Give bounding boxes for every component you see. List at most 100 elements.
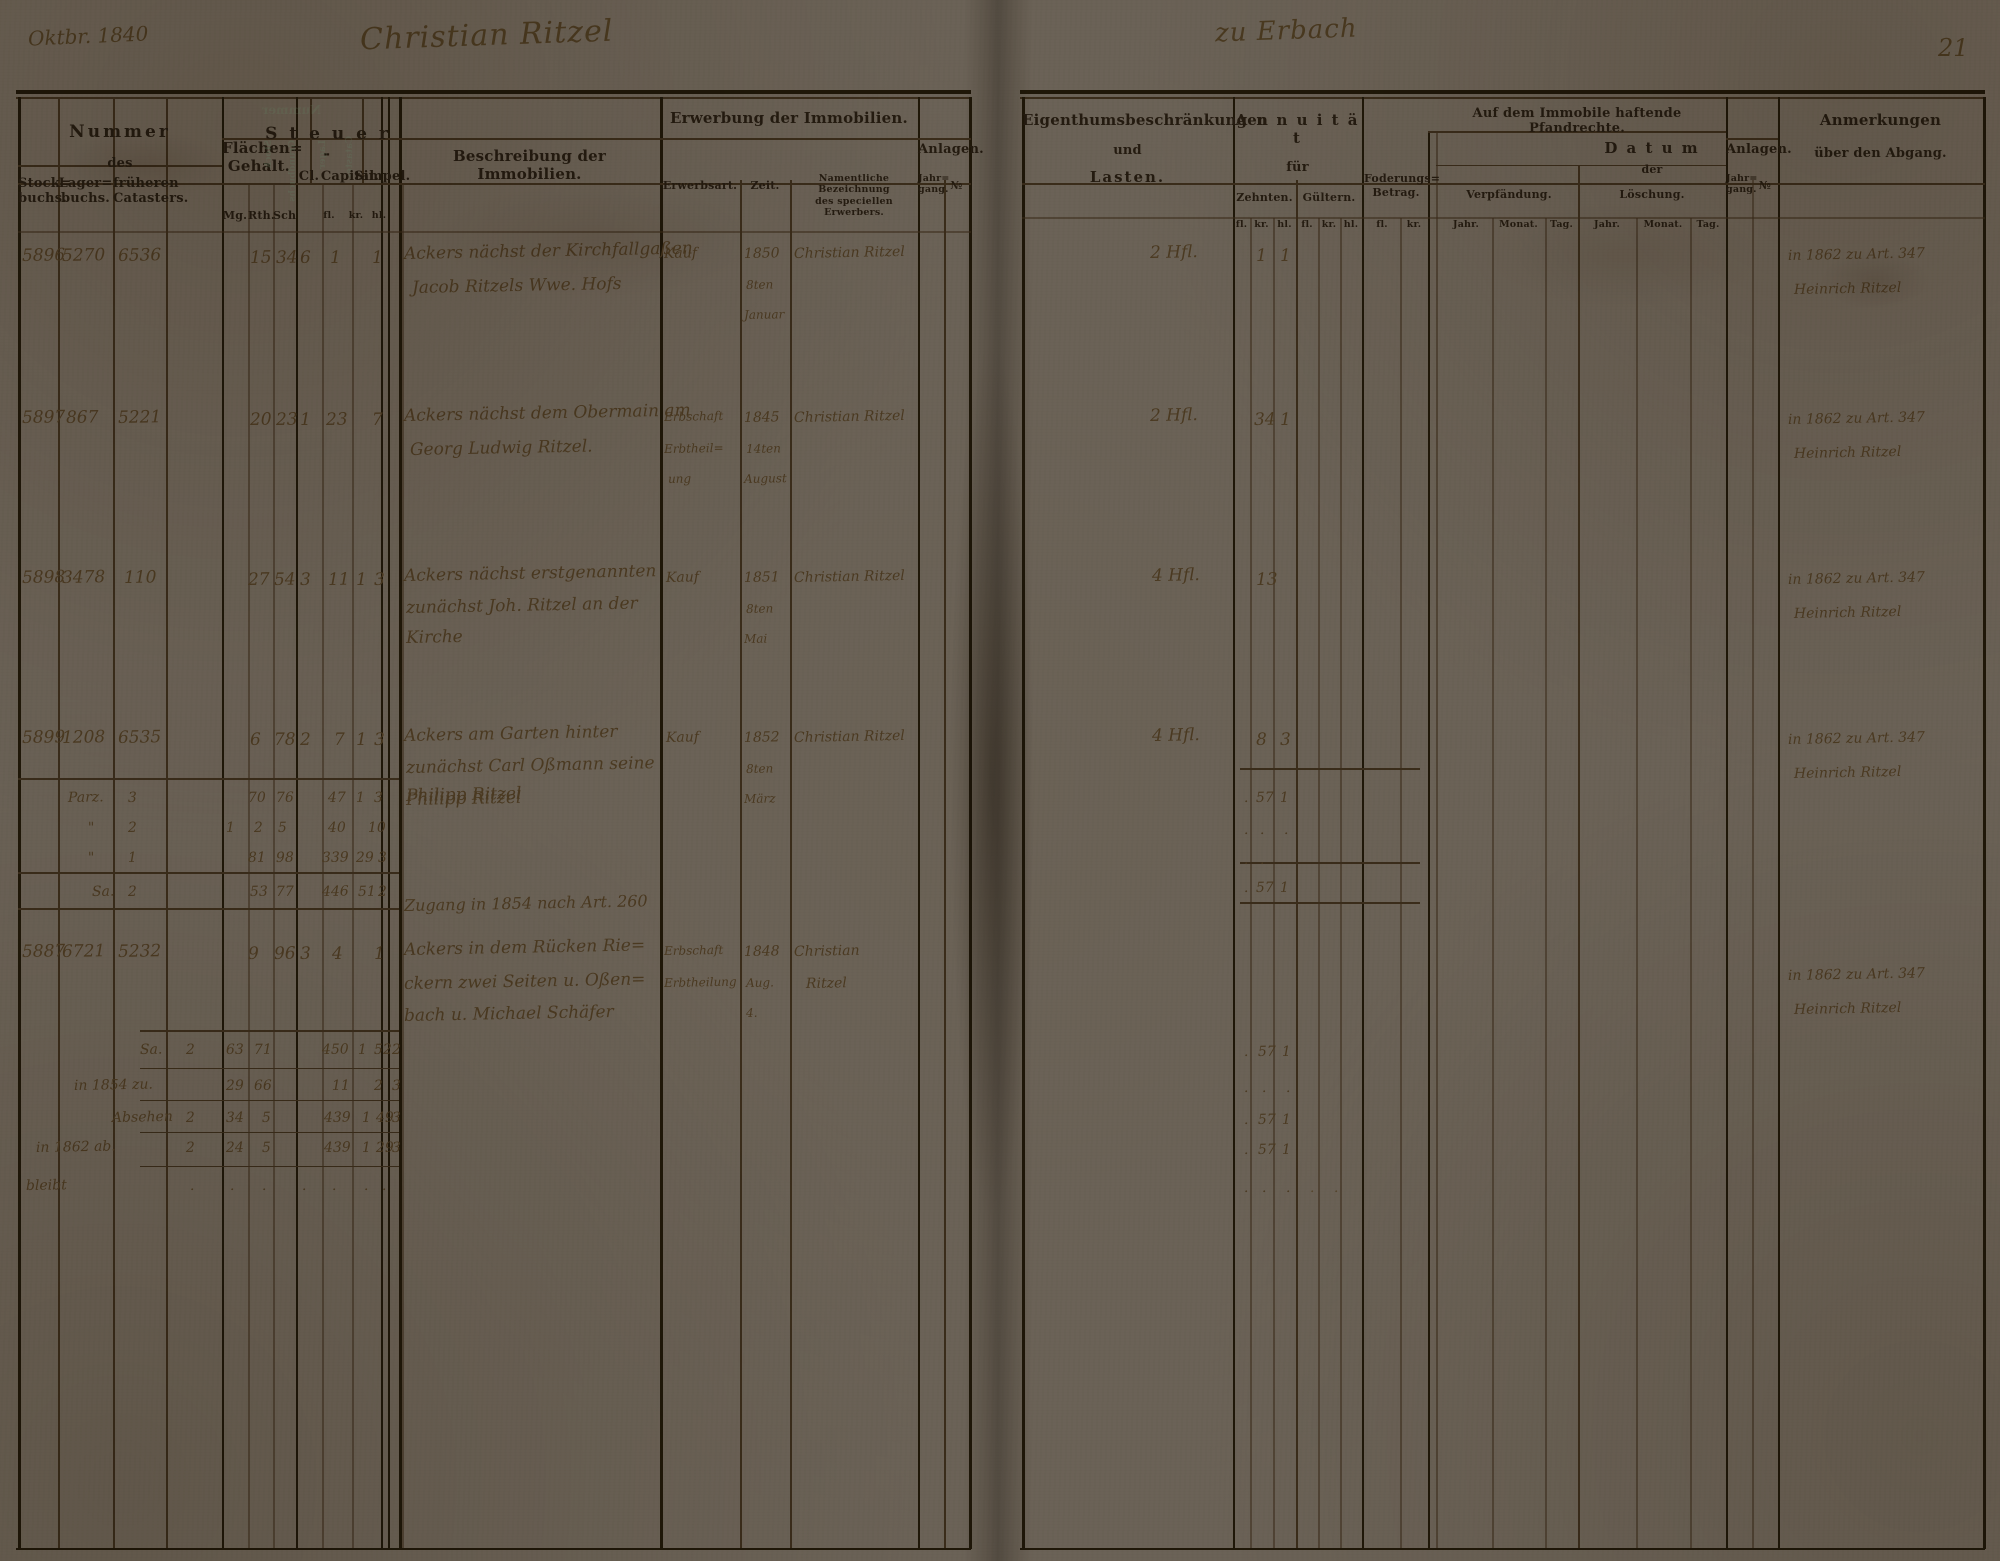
cell-zeit-0-c: Januar bbox=[743, 307, 785, 322]
rule-foot-4 bbox=[140, 1166, 399, 1168]
col-head-loeschung: Löschung. bbox=[1619, 188, 1685, 201]
foot-kr-0: 2 bbox=[391, 1041, 402, 1058]
v-rule-r9 bbox=[1428, 131, 1430, 1549]
h-rule-steuer-split bbox=[222, 138, 399, 140]
sum-fl-2: 29 bbox=[355, 849, 374, 866]
v-rule-r1 bbox=[1233, 97, 1236, 1549]
ann-foot-0-fl: . bbox=[1243, 1043, 1249, 1060]
col-head-v-tag: Tag. bbox=[1549, 219, 1574, 230]
group-header-beschreibung: Beschreibung der Immobilien. bbox=[453, 147, 606, 183]
col-head-v-monat: Monat. bbox=[1499, 219, 1538, 230]
ann-sum-0-hl: 1 bbox=[1279, 789, 1290, 806]
col-head-l-jahr: Jahr. bbox=[1594, 219, 1620, 230]
group-header-erwerbung: Erwerbung der Immobilien. bbox=[670, 109, 908, 127]
foot-kr-3: 3 bbox=[391, 1139, 402, 1156]
rule-foot-3 bbox=[140, 1132, 399, 1134]
foot-mg-0: 2 bbox=[185, 1041, 196, 1058]
v-rule-r11 bbox=[1545, 218, 1547, 1549]
foot-rth-3: 24 bbox=[225, 1139, 244, 1156]
foot-label-0: Sa. bbox=[139, 1041, 163, 1058]
cell-anmerkung-3-l2: Heinrich Ritzel bbox=[1793, 763, 1902, 782]
col-head-nr-left: № bbox=[950, 179, 963, 192]
cell-zeit-2-b: 8ten bbox=[745, 601, 774, 616]
right-bottom-rule bbox=[1020, 1548, 1985, 1551]
sum-cl-0: 3 bbox=[127, 789, 138, 806]
cell-erwerber-3: Christian Ritzel bbox=[793, 727, 905, 746]
ann-foot-4-g: . bbox=[1309, 1179, 1315, 1196]
foot-sch-0: 71 bbox=[253, 1041, 272, 1058]
cell-hl-2: 3 bbox=[373, 569, 386, 590]
col-head-z-kr: kr. bbox=[1254, 219, 1269, 230]
cell-lagerbuch-2: 3478 bbox=[61, 567, 106, 588]
cell-cataster-3: 6535 bbox=[117, 727, 162, 748]
h-rule-besch-split bbox=[399, 138, 660, 140]
cell-erwerber-extra-a: Christian bbox=[793, 942, 860, 960]
cell-lagerbuch-1: 867 bbox=[65, 407, 99, 428]
cell-zeit-3-b: 8ten bbox=[745, 761, 774, 776]
extra-anmerkung-l1: in 1862 zu Art. 347 bbox=[1787, 965, 1926, 984]
sum-capital-3: 446 bbox=[321, 883, 349, 900]
foot-simpel-0: 1 bbox=[357, 1041, 368, 1058]
col-head-nr-right: № bbox=[1758, 179, 1772, 192]
rule-sum-bot-left bbox=[18, 908, 399, 910]
cell-erwerbsart-1-c: ung bbox=[667, 471, 692, 486]
v-rule-r3 bbox=[1273, 218, 1275, 1549]
v-rule-l17 bbox=[918, 97, 921, 1549]
sum-sch2-3: 77 bbox=[275, 883, 294, 900]
rule-foot-0 bbox=[140, 1030, 399, 1032]
cell-lagerbuch-3: 1208 bbox=[61, 727, 106, 748]
ann-foot-0-hl: 1 bbox=[1281, 1043, 1292, 1060]
v-rule-l7 bbox=[296, 97, 299, 1549]
foot-cap-4: . bbox=[301, 1177, 307, 1194]
foot-label-4: bleibt bbox=[25, 1177, 67, 1194]
col-head-simpel: Simpel. bbox=[354, 169, 411, 184]
ann-foot-1-kr: . bbox=[1261, 1079, 1267, 1096]
cell-stockbuch-3: 5899 bbox=[21, 727, 66, 748]
foot-fl-0: 52 bbox=[373, 1041, 392, 1058]
sum-sch-1: 2 bbox=[253, 819, 264, 836]
col-head-f-fl: fl. bbox=[1376, 219, 1388, 230]
sum-label-0: Parz. bbox=[67, 789, 104, 806]
cell-erwerbsart-extra-b: Erbtheilung bbox=[663, 974, 737, 990]
v-rule-l19 bbox=[969, 97, 972, 1549]
foot-sch-3: 5 bbox=[261, 1139, 272, 1156]
v-rule-l1 bbox=[58, 97, 60, 1549]
cell-cl-extra: 3 bbox=[299, 943, 312, 964]
rule-sum-mid-left bbox=[18, 872, 399, 874]
foot-capital-2: 439 bbox=[323, 1109, 351, 1126]
v-rule-l14 bbox=[660, 97, 663, 1549]
cell-cl-2: 3 bbox=[299, 569, 312, 590]
cell-zeit-1-b: 14ten bbox=[745, 441, 782, 456]
col-head-sch: Sch bbox=[273, 209, 297, 222]
cell-hl-0: 1 bbox=[371, 247, 384, 268]
foot-label-1: in 1854 zu. bbox=[73, 1076, 153, 1094]
rule-foot-1 bbox=[140, 1068, 399, 1070]
v-rule-r2 bbox=[1250, 218, 1252, 1549]
right-top-rule bbox=[1020, 90, 1985, 94]
cell-zkr-0: 1 bbox=[1255, 245, 1268, 266]
foot-mg-3: 2 bbox=[185, 1139, 196, 1156]
foot-label-2: Absehen bbox=[111, 1108, 174, 1126]
foot-kr-4: . bbox=[381, 1177, 387, 1194]
cell-rth-0: 15 bbox=[249, 247, 272, 268]
cell-erwerber-2: Christian Ritzel bbox=[793, 567, 905, 586]
col-head-f-kr: kr. bbox=[1406, 219, 1422, 230]
v-rule-l3 bbox=[166, 97, 168, 1549]
cell-zkr-1: 34 bbox=[1253, 409, 1276, 430]
rule-sum-bot-right bbox=[1240, 902, 1420, 904]
cell-kr-2: 1 bbox=[355, 569, 368, 590]
v-rule-l10 bbox=[381, 97, 384, 1549]
cell-erwerbsart-1-a: Erbschaft bbox=[663, 408, 724, 424]
h-rule-anl-split bbox=[918, 138, 971, 140]
cell-erwerbsart-2: Kauf bbox=[665, 569, 700, 586]
v-rule-r15 bbox=[1726, 97, 1729, 1549]
v-rule-l-steuer-b bbox=[362, 97, 364, 185]
extra-anmerkung-l2: Heinrich Ritzel bbox=[1793, 999, 1902, 1018]
cell-sch-1: 23 bbox=[275, 409, 298, 430]
cell-cl-3: 2 bbox=[299, 729, 312, 750]
v-rule-r7 bbox=[1362, 97, 1365, 1549]
h-rule-erw-split bbox=[660, 138, 918, 140]
cell-sch-0: 34 bbox=[275, 247, 298, 268]
sum-sch2-1: 5 bbox=[277, 819, 288, 836]
